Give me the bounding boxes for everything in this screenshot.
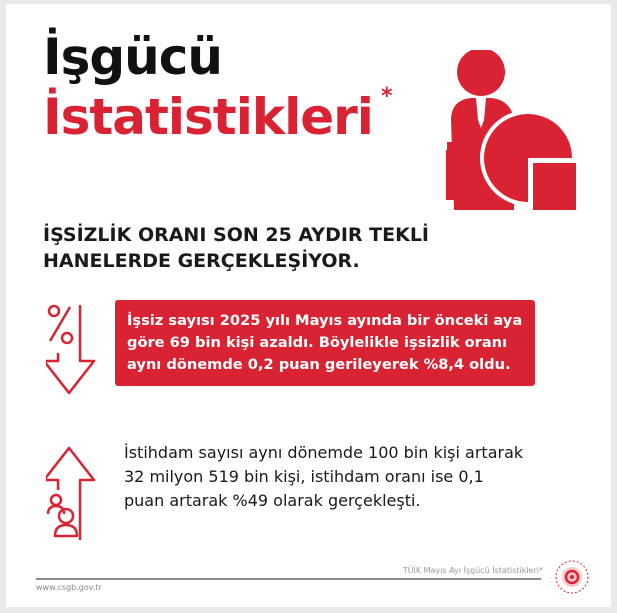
people-up-arrow-icon [46, 446, 96, 540]
unemployment-box: İşsiz sayısı 2025 yılı Mayıs ayında bir … [115, 300, 535, 386]
footer-divider [36, 578, 541, 580]
title-line1: İşgücü [43, 28, 223, 86]
website-link[interactable]: www.csgb.gov.tr [36, 583, 102, 592]
infographic: İşgücü İstatistikleri * İŞSİZLİK ORANI S… [6, 4, 611, 607]
source-note: TÜİK Mayıs Ayı İşgücü İstatistikleri* [402, 566, 543, 575]
ministry-seal-icon [555, 560, 589, 594]
title-line2: İstatistikleri [43, 88, 374, 146]
headline: İŞSİZLİK ORANI SON 25 AYDIR TEKLİ HANELE… [43, 224, 429, 272]
asterisk: * [381, 84, 393, 109]
businessman-pie-chart-icon [446, 50, 576, 210]
employment-text: İstihdam sayısı aynı dönemde 100 bin kiş… [124, 443, 524, 510]
percent-down-arrow-icon [46, 304, 96, 395]
